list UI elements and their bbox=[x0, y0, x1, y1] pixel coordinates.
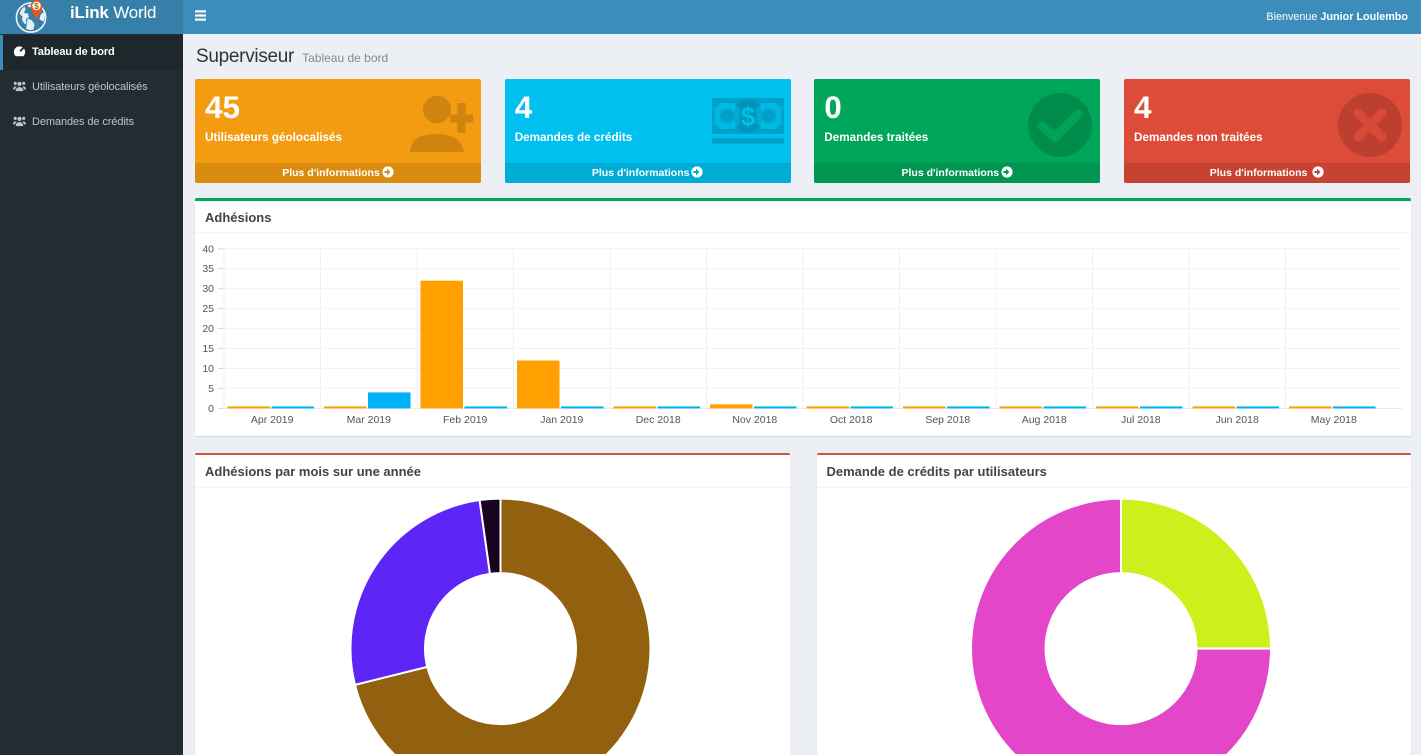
svg-text:25: 25 bbox=[202, 303, 214, 315]
svg-text:Jan 2019: Jan 2019 bbox=[540, 414, 583, 426]
svg-text:10: 10 bbox=[202, 363, 214, 375]
svg-text:Aug 2018: Aug 2018 bbox=[1022, 414, 1067, 426]
svg-text:Apr 2019: Apr 2019 bbox=[251, 414, 294, 426]
svg-text:Feb 2019: Feb 2019 bbox=[443, 414, 488, 426]
svg-text:Mar 2019: Mar 2019 bbox=[347, 414, 392, 426]
svg-text:5: 5 bbox=[208, 383, 214, 395]
svg-text:35: 35 bbox=[202, 263, 214, 275]
svg-text:Dec 2018: Dec 2018 bbox=[636, 414, 681, 426]
svg-text:May 2018: May 2018 bbox=[1311, 414, 1357, 426]
svg-text:Nov 2018: Nov 2018 bbox=[732, 414, 777, 426]
svg-text:Jun 2018: Jun 2018 bbox=[1216, 414, 1259, 426]
svg-text:Jul 2018: Jul 2018 bbox=[1121, 414, 1161, 426]
svg-text:$: $ bbox=[34, 2, 39, 11]
svg-text:Oct 2018: Oct 2018 bbox=[830, 414, 873, 426]
svg-text:20: 20 bbox=[202, 323, 214, 335]
svg-text:15: 15 bbox=[202, 343, 214, 355]
svg-text:30: 30 bbox=[202, 283, 214, 295]
svg-text:40: 40 bbox=[202, 243, 214, 255]
svg-text:$: $ bbox=[740, 102, 755, 132]
svg-text:0: 0 bbox=[208, 403, 214, 415]
svg-text:Sep 2018: Sep 2018 bbox=[925, 414, 970, 426]
